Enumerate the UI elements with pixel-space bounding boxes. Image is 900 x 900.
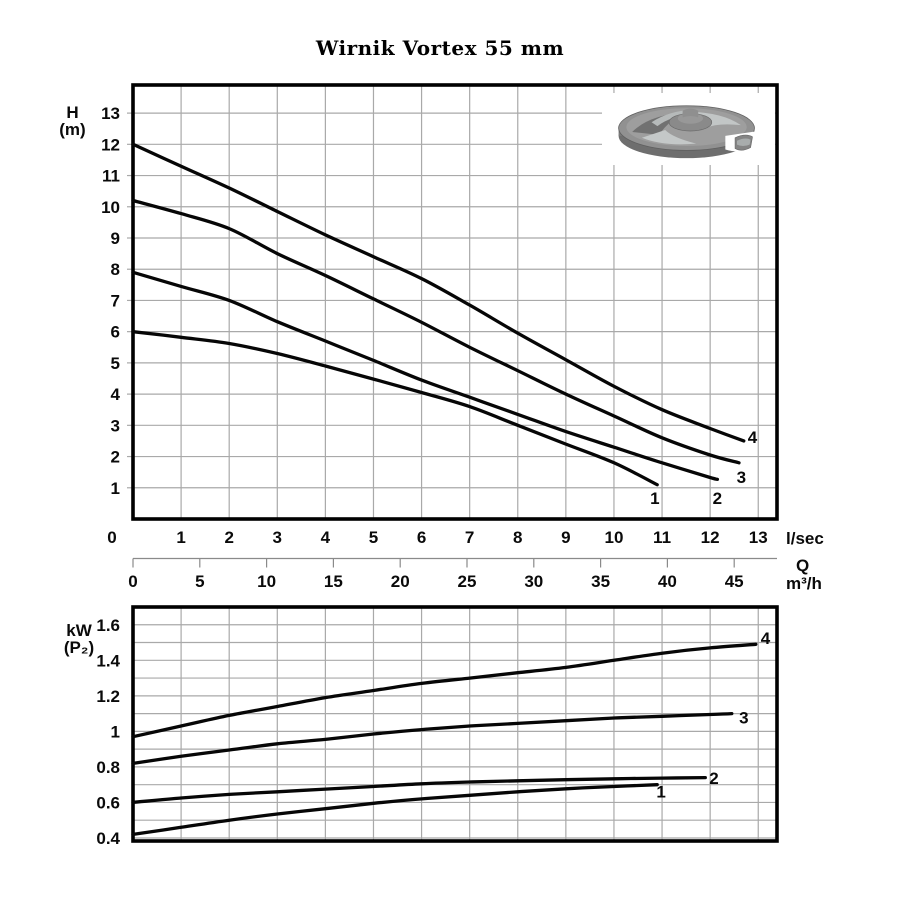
curve-head-curves-2 <box>131 270 720 481</box>
tick-label-m3h-10: 10 <box>257 572 276 591</box>
tick-label-kw-0.6: 0.6 <box>96 793 120 812</box>
tick-label-kw-1.4: 1.4 <box>96 651 120 670</box>
tick-label-h-5: 5 <box>111 354 120 373</box>
tick-label-m3h-25: 25 <box>458 572 477 591</box>
tick-label-lsec-8: 8 <box>513 528 522 547</box>
tick-label-lsec-7: 7 <box>465 528 474 547</box>
impeller-hub-bump <box>682 108 699 118</box>
tick-label-lsec-4: 4 <box>321 528 331 547</box>
tick-label-m3h-45: 45 <box>725 572 744 591</box>
tick-label-m3h-5: 5 <box>195 572 204 591</box>
plot-border-power-curves <box>131 605 779 843</box>
curve-head-curves-1 <box>131 330 659 487</box>
curve-label-head-curves-1: 1 <box>650 489 659 508</box>
tick-label-h-9: 9 <box>111 229 120 248</box>
tick-label-h-13: 13 <box>101 104 120 123</box>
x-axis-unit-m3h: m³/h <box>786 574 822 593</box>
curve-power-curves-4 <box>131 642 758 739</box>
x-axis-unit-lsec: l/sec <box>786 529 824 548</box>
tick-label-h-3: 3 <box>111 416 120 435</box>
curve-head-curves-3 <box>131 198 741 465</box>
tick-label-h-8: 8 <box>111 260 120 279</box>
tick-label-lsec-1: 1 <box>176 528 185 547</box>
tick-label-h-12: 12 <box>101 135 120 154</box>
x-axis-symbol-q: Q <box>796 556 810 575</box>
curve-label-head-curves-3: 3 <box>737 468 746 487</box>
tick-label-h-7: 7 <box>111 291 120 310</box>
tick-label-h-11: 11 <box>102 167 120 186</box>
tick-label-lsec-10: 10 <box>604 528 623 547</box>
tick-label-kw-1.6: 1.6 <box>96 616 120 635</box>
y-axis-unit-p2: (P₂) <box>63 638 95 657</box>
tick-label-lsec-12: 12 <box>701 528 720 547</box>
tick-label-kw-0.4: 0.4 <box>96 829 120 848</box>
tick-label-kw-1: 1 <box>111 722 120 741</box>
curve-power-curves-1 <box>131 783 659 837</box>
plot-border-head-curves <box>131 83 779 521</box>
curve-label-power-curves-1: 1 <box>656 782 665 801</box>
tick-label-lsec-2: 2 <box>224 528 233 547</box>
tick-label-h-1: 1 <box>111 479 120 498</box>
y-axis-unit-m: (m) <box>59 120 86 139</box>
impeller-graphic <box>618 105 759 159</box>
tick-label-m3h-40: 40 <box>658 572 677 591</box>
curve-label-power-curves-2: 2 <box>709 769 718 788</box>
curve-head-curves-4 <box>131 142 746 443</box>
tick-label-h-6: 6 <box>111 323 120 342</box>
page-title: Wirnik Vortex 55 mm <box>315 36 565 60</box>
impeller-blade-slot-3 <box>641 130 697 145</box>
curve-label-power-curves-4: 4 <box>761 629 771 648</box>
tick-label-lsec-0: 0 <box>107 528 116 547</box>
tick-label-h-10: 10 <box>101 198 120 217</box>
tick-label-lsec-6: 6 <box>417 528 426 547</box>
curve-label-head-curves-2: 2 <box>713 489 722 508</box>
top-chart-y-axis-label: H (m) <box>40 104 105 138</box>
tick-label-m3h-0: 0 <box>128 572 137 591</box>
bottom-chart-y-axis-label: kW (P₂) <box>45 622 113 656</box>
y-axis-name-H: H <box>66 103 79 122</box>
tick-label-h-4: 4 <box>111 385 121 404</box>
tick-label-lsec-13: 13 <box>749 528 768 547</box>
tick-label-h-2: 2 <box>111 448 120 467</box>
tick-label-m3h-20: 20 <box>391 572 410 591</box>
tick-label-kw-0.8: 0.8 <box>96 758 120 777</box>
vortex-impeller-image <box>618 105 759 159</box>
tick-label-lsec-5: 5 <box>369 528 378 547</box>
tick-label-kw-1.2: 1.2 <box>96 687 120 706</box>
curve-label-power-curves-3: 3 <box>739 709 748 728</box>
y-axis-name-kw: kW <box>66 621 92 640</box>
impeller-notch-blade-face <box>737 138 751 147</box>
tick-label-m3h-15: 15 <box>324 572 343 591</box>
tick-label-lsec-11: 11 <box>653 528 671 547</box>
tick-label-m3h-30: 30 <box>524 572 543 591</box>
tick-label-lsec-3: 3 <box>273 528 282 547</box>
curve-power-curves-2 <box>131 775 707 805</box>
tick-label-lsec-9: 9 <box>561 528 570 547</box>
curve-power-curves-3 <box>131 711 734 766</box>
tick-label-m3h-35: 35 <box>591 572 610 591</box>
curve-label-head-curves-4: 4 <box>748 428 758 447</box>
